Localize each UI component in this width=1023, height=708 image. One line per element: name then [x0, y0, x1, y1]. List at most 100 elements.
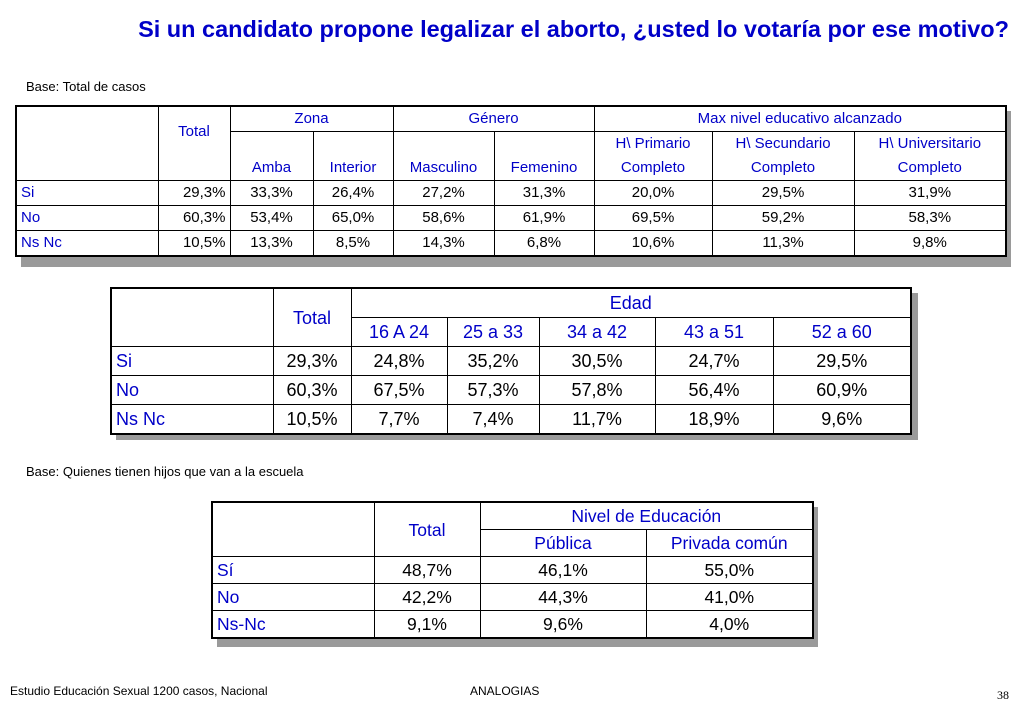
cell-value: 59,2% — [711, 205, 855, 231]
cell-value: 7,4% — [446, 404, 540, 435]
row-label: Si — [110, 346, 274, 376]
cell-value: 29,3% — [157, 180, 231, 206]
cell-value: 61,9% — [493, 205, 595, 231]
cell-value: 10,5% — [157, 230, 231, 257]
cell-value: 29,3% — [272, 346, 352, 376]
header-col-34-42: 34 a 42 — [538, 317, 656, 347]
cell-value: 6,8% — [493, 230, 595, 257]
header-group-nivel-educacion: Nivel de Educación — [479, 501, 814, 530]
table-zona-genero-educacion: Total Zona Género Max nivel educativo al… — [15, 105, 1008, 257]
cell-value: 9,6% — [479, 610, 647, 639]
cell-value: 9,1% — [373, 610, 481, 639]
cell-value: 46,1% — [479, 556, 647, 584]
header-primario-line1: H\ Primario — [593, 131, 713, 156]
header-total: Total — [373, 501, 481, 557]
header-femenino: Femenino — [493, 156, 595, 181]
cell-value: 13,3% — [229, 230, 314, 257]
row-label: Sí — [211, 556, 375, 584]
row-label: Ns Nc — [15, 230, 159, 257]
header-secundario-line1: H\ Secundario — [711, 131, 855, 156]
footer-company: ANALOGIAS — [470, 684, 540, 698]
header-group-edad: Edad — [350, 287, 912, 318]
cell-value: 67,5% — [350, 375, 448, 405]
cell-value: 57,8% — [538, 375, 656, 405]
cell-value: 44,3% — [479, 583, 647, 611]
table-nivel-educacion-wrap: Total Nivel de Educación Pública Privada… — [211, 501, 818, 647]
cell-value: 8,5% — [312, 230, 394, 257]
table-row: Ns Nc 10,5% 13,3% 8,5% 14,3% 6,8% 10,6% … — [15, 230, 1007, 257]
header-group-zona: Zona — [229, 105, 394, 132]
header-col-25-33: 25 a 33 — [446, 317, 540, 347]
corner-cell — [211, 529, 375, 557]
cell-value: 60,9% — [772, 375, 912, 405]
cell-value: 57,3% — [446, 375, 540, 405]
cell-value: 11,7% — [538, 404, 656, 435]
row-label: Ns-Nc — [211, 610, 375, 639]
header-total: Total — [157, 105, 231, 156]
header-total-blank — [157, 156, 231, 181]
base-label-total: Base: Total de casos — [26, 79, 146, 94]
cell-value: 26,4% — [312, 180, 394, 206]
header-masculino: Masculino — [392, 156, 495, 181]
cell-value: 55,0% — [645, 556, 814, 584]
row-label: No — [211, 583, 375, 611]
cell-value: 29,5% — [711, 180, 855, 206]
header-privada-comun: Privada común — [645, 529, 814, 557]
corner-cell — [15, 105, 159, 132]
cell-value: 14,3% — [392, 230, 495, 257]
table-nivel-educacion: Total Nivel de Educación Pública Privada… — [211, 501, 814, 639]
header-secundario-line2: Completo — [711, 156, 855, 181]
cell-value: 10,6% — [593, 230, 713, 257]
corner-cell — [211, 501, 375, 530]
table-zona-genero-educacion-wrap: Total Zona Género Max nivel educativo al… — [15, 105, 1011, 267]
row-label: Si — [15, 180, 159, 206]
header-col-43-51: 43 a 51 — [654, 317, 774, 347]
cell-value: 11,3% — [711, 230, 855, 257]
cell-value: 60,3% — [157, 205, 231, 231]
footer-study-name: Estudio Educación Sexual 1200 casos, Nac… — [10, 684, 268, 698]
header-blank — [392, 131, 495, 156]
cell-value: 56,4% — [654, 375, 774, 405]
header-group-genero: Género — [392, 105, 595, 132]
cell-value: 41,0% — [645, 583, 814, 611]
header-blank — [493, 131, 595, 156]
base-label-hijos: Base: Quienes tienen hijos que van a la … — [26, 464, 304, 479]
table-row: Si 29,3% 33,3% 26,4% 27,2% 31,3% 20,0% 2… — [15, 180, 1007, 206]
cell-value: 33,3% — [229, 180, 314, 206]
cell-value: 69,5% — [593, 205, 713, 231]
row-label: No — [15, 205, 159, 231]
corner-cell — [15, 131, 159, 156]
cell-value: 9,8% — [853, 230, 1007, 257]
cell-value: 29,5% — [772, 346, 912, 376]
header-col-52-60: 52 a 60 — [772, 317, 912, 347]
cell-value: 9,6% — [772, 404, 912, 435]
cell-value: 7,7% — [350, 404, 448, 435]
cell-value: 53,4% — [229, 205, 314, 231]
table-row: Si 29,3% 24,8% 35,2% 30,5% 24,7% 29,5% — [110, 346, 912, 376]
table-edad-wrap: Total Edad 16 A 24 25 a 33 34 a 42 43 a … — [110, 287, 918, 440]
header-interior: Interior — [312, 156, 394, 181]
row-label: Ns Nc — [110, 404, 274, 435]
header-amba: Amba — [229, 156, 314, 181]
header-blank — [312, 131, 394, 156]
header-total: Total — [272, 287, 352, 347]
header-universitario-line2: Completo — [853, 156, 1007, 181]
header-universitario-line1: H\ Universitario — [853, 131, 1007, 156]
cell-value: 27,2% — [392, 180, 495, 206]
slide-title: Si un candidato propone legalizar el abo… — [138, 16, 1009, 42]
cell-value: 24,8% — [350, 346, 448, 376]
cell-value: 65,0% — [312, 205, 394, 231]
cell-value: 58,3% — [853, 205, 1007, 231]
header-primario-line2: Completo — [593, 156, 713, 181]
cell-value: 60,3% — [272, 375, 352, 405]
table-row: Sí 48,7% 46,1% 55,0% — [211, 556, 814, 584]
table-row: No 42,2% 44,3% 41,0% — [211, 583, 814, 611]
table-row: No 60,3% 67,5% 57,3% 57,8% 56,4% 60,9% — [110, 375, 912, 405]
cell-value: 48,7% — [373, 556, 481, 584]
table-row: Ns Nc 10,5% 7,7% 7,4% 11,7% 18,9% 9,6% — [110, 404, 912, 435]
cell-value: 4,0% — [645, 610, 814, 639]
table-row: Ns-Nc 9,1% 9,6% 4,0% — [211, 610, 814, 639]
cell-value: 35,2% — [446, 346, 540, 376]
corner-cell — [110, 317, 274, 347]
corner-cell — [15, 156, 159, 181]
